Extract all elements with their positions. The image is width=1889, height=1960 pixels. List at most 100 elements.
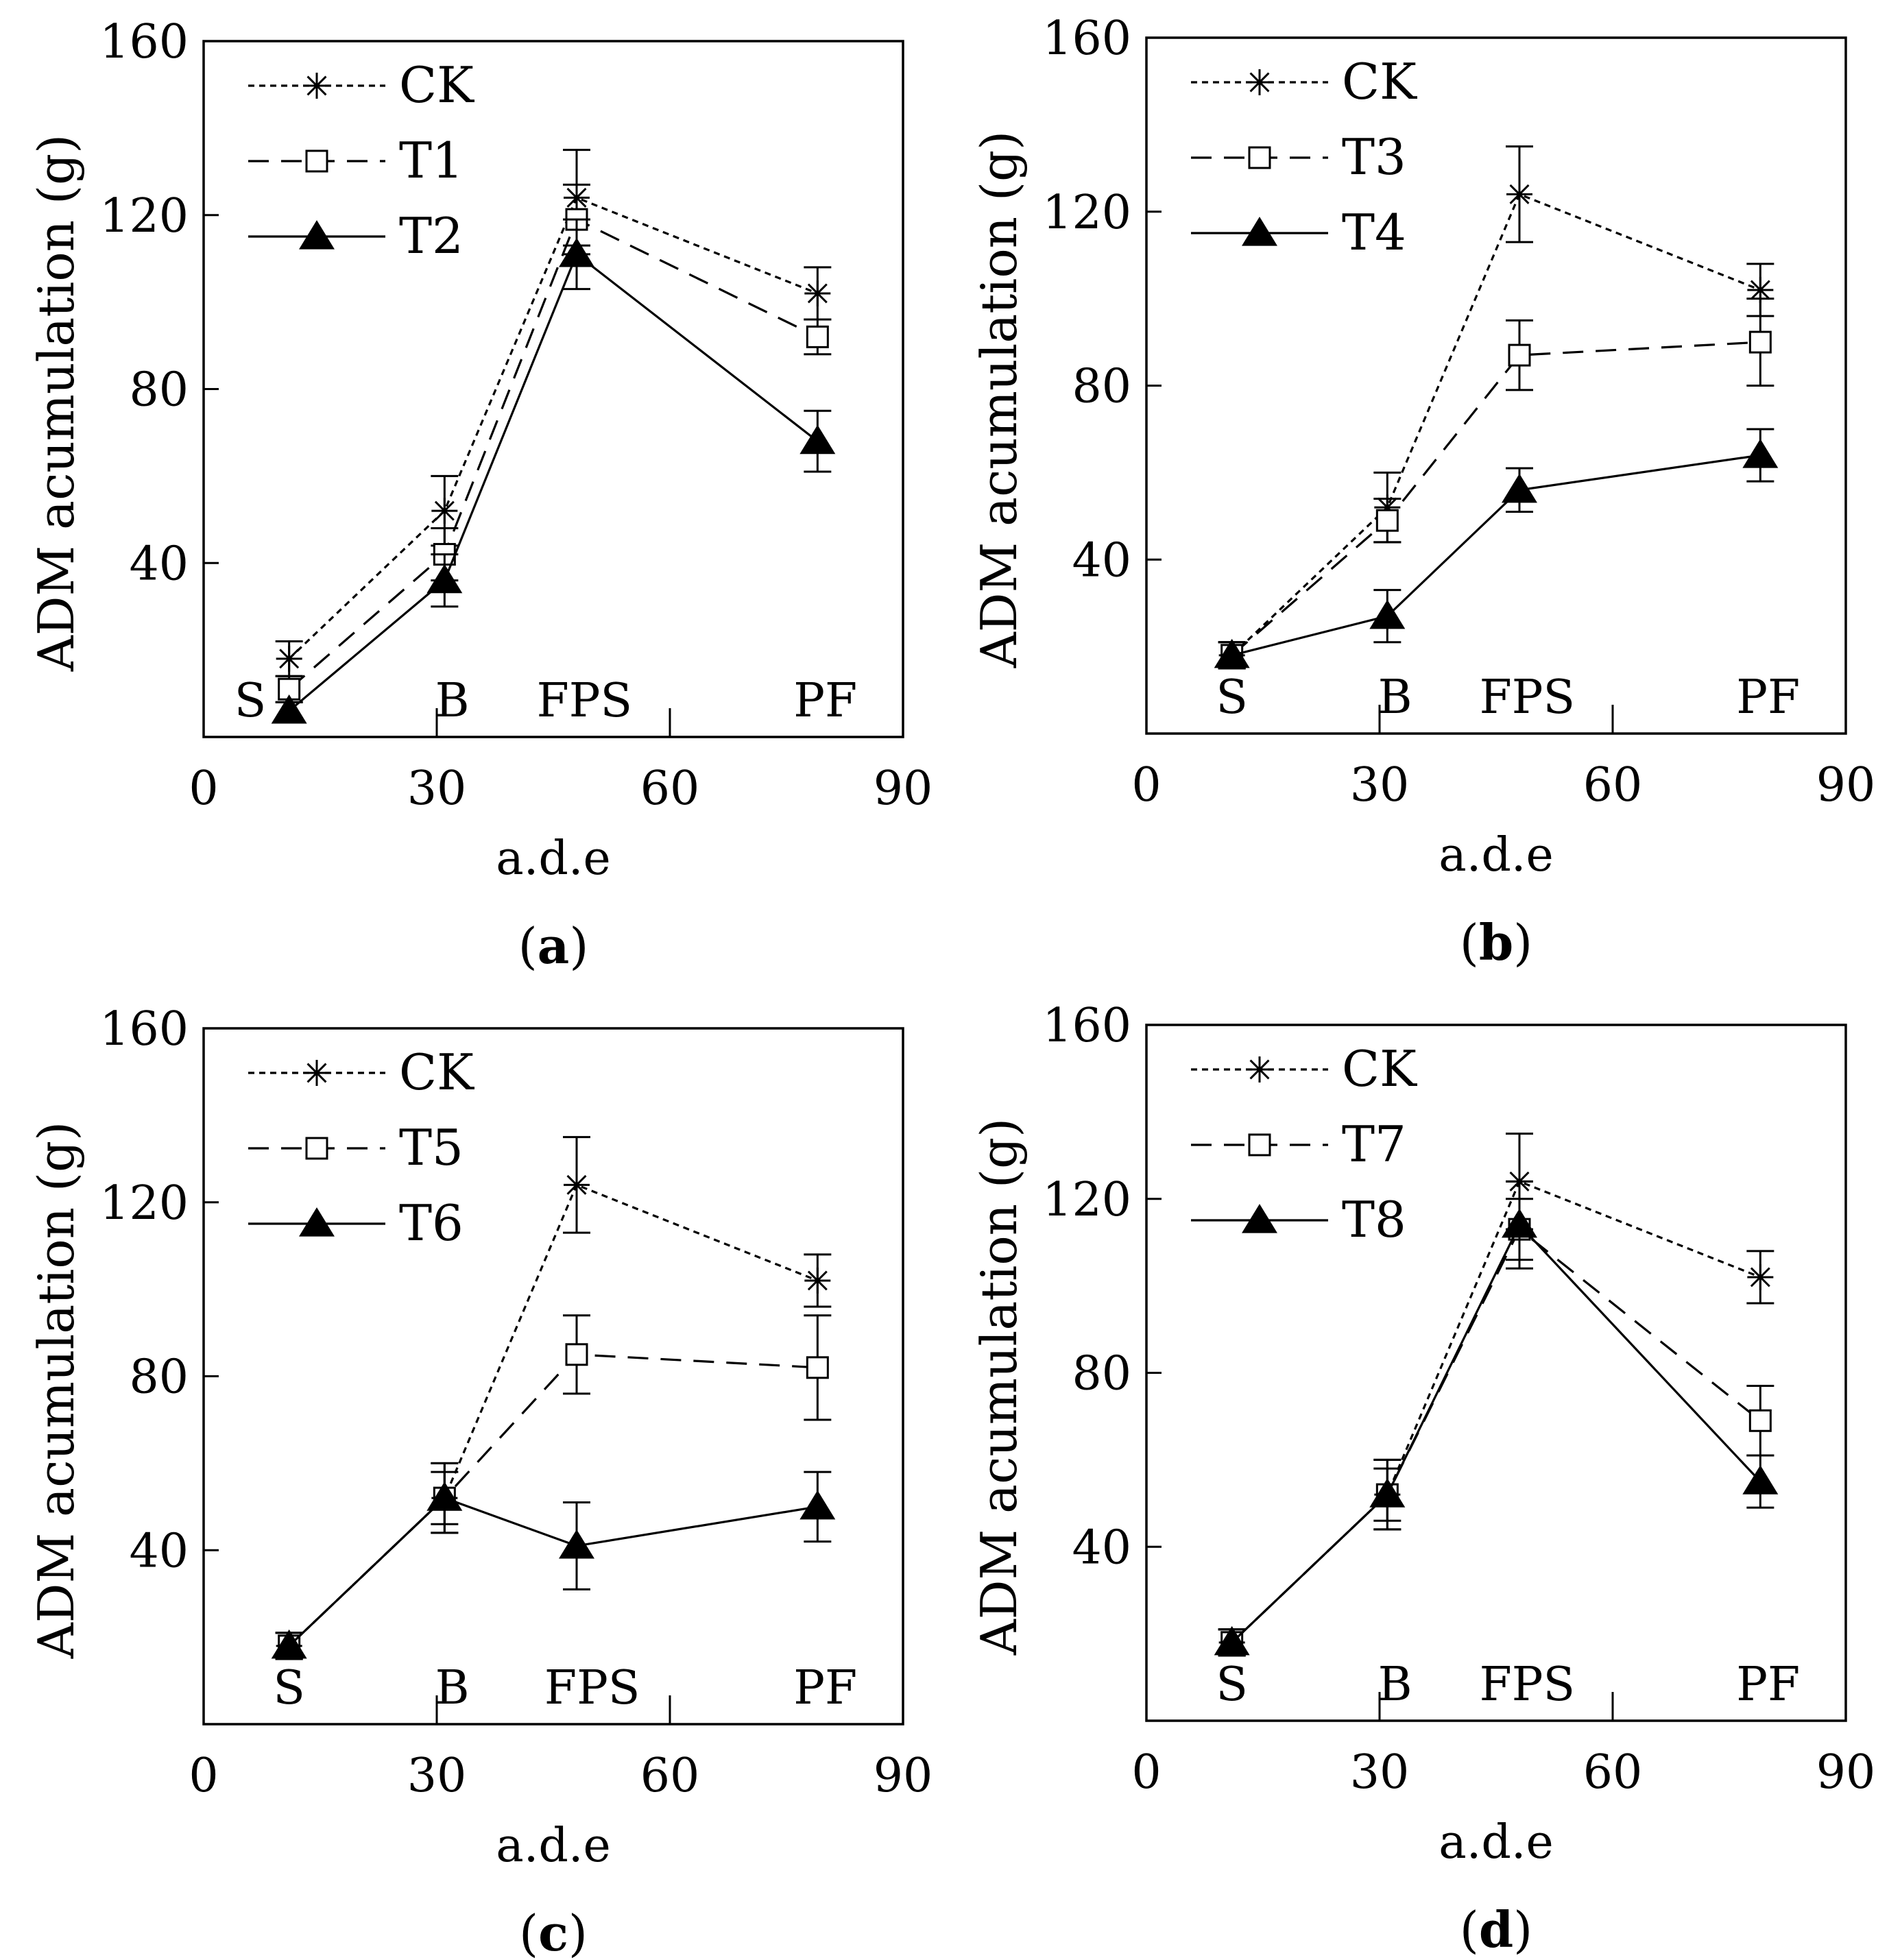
stage-label: B <box>1378 1658 1412 1712</box>
y-tick-label: 40 <box>129 1524 189 1578</box>
legend-label: T4 <box>1342 204 1406 261</box>
legend-entry-T5: T5 <box>248 1119 464 1176</box>
legend-label: CK <box>1342 53 1417 110</box>
series-T5 <box>275 1314 832 1660</box>
series-T1 <box>275 183 832 703</box>
legend-marker <box>299 1207 335 1237</box>
plot-frame <box>1145 1024 1847 1722</box>
stage-label: B <box>1378 670 1412 725</box>
y-axis-title: ADM acumulation (g) <box>27 1122 85 1659</box>
series-CK <box>275 149 832 677</box>
legend-entry-T4: T4 <box>1191 204 1406 261</box>
x-tick-label: 0 <box>1131 758 1161 812</box>
stage-label: PF <box>1736 670 1800 725</box>
series-CK <box>1218 145 1774 670</box>
legend-entry-T1: T1 <box>248 132 464 189</box>
series-line-T7 <box>1231 1227 1761 1643</box>
series-line-T4 <box>1231 454 1761 657</box>
x-tick-label: 90 <box>874 762 933 816</box>
plot-frame <box>202 40 904 738</box>
x-tick-label: 0 <box>189 1749 218 1803</box>
data-point <box>271 1629 307 1659</box>
data-point <box>804 1267 831 1294</box>
stage-label: FPS <box>537 674 633 728</box>
legend-entry-CK: CK <box>248 56 474 114</box>
panel-caption: (b) <box>1460 913 1533 971</box>
data-point <box>806 1356 829 1379</box>
y-axis-title: ADM acumulation (g) <box>27 134 85 672</box>
y-tick-label: 80 <box>129 363 189 418</box>
y-tick-label: 160 <box>99 15 189 69</box>
data-point <box>1508 343 1531 367</box>
legend-marker <box>1242 1204 1277 1233</box>
series-T6 <box>271 1462 836 1660</box>
data-point <box>1506 181 1532 208</box>
data-point <box>1748 330 1772 354</box>
legend-label: T5 <box>399 1119 464 1176</box>
data-point <box>426 564 463 594</box>
legend-entry-T6: T6 <box>248 1194 464 1252</box>
legend-marker <box>1242 217 1277 246</box>
data-point <box>806 325 829 348</box>
stage-label: S <box>273 1661 305 1715</box>
data-point <box>565 1343 588 1366</box>
x-tick-label: 90 <box>1816 1745 1876 1800</box>
data-point <box>1369 1478 1406 1508</box>
x-tick-label: 0 <box>1131 1745 1161 1800</box>
stage-label: S <box>1216 670 1248 725</box>
data-point <box>271 694 307 724</box>
panel-b: 40 80 120 160 0 30 60 90 S B FPS PF a.d.e ADM acumula… <box>970 12 1875 971</box>
panel-c: 40 80 120 160 0 30 60 90 S B FPS PF a.d.e ADM acumula… <box>27 1002 933 1960</box>
data-point <box>276 645 302 672</box>
data-point <box>1742 439 1779 468</box>
y-tick-label: 160 <box>99 1002 189 1056</box>
x-tick-label: 30 <box>407 1749 467 1803</box>
y-tick-label: 120 <box>1042 1173 1131 1227</box>
legend-label: T8 <box>1342 1191 1406 1248</box>
x-tick-label: 60 <box>640 762 700 816</box>
y-tick-label: 40 <box>1072 1521 1131 1575</box>
legend-entry-CK: CK <box>1191 1040 1417 1098</box>
legend-marker <box>304 1060 330 1086</box>
data-point <box>1502 473 1537 503</box>
y-tick-label: 80 <box>1072 360 1131 414</box>
data-point <box>426 1481 463 1511</box>
data-point <box>1214 1625 1250 1656</box>
y-tick-label: 120 <box>99 1176 189 1231</box>
x-axis-title: a.d.e <box>1439 1815 1554 1870</box>
stage-label: PF <box>793 1661 857 1715</box>
stage-label: B <box>435 674 470 728</box>
stage-label: FPS <box>544 1661 640 1715</box>
x-tick-label: 0 <box>189 762 218 816</box>
legend-entry-T2: T2 <box>248 207 464 265</box>
x-tick-label: 60 <box>1583 1745 1643 1800</box>
y-axis-title: ADM acumulation (g) <box>970 1118 1028 1656</box>
series-T8 <box>1214 1180 1779 1657</box>
x-tick-label: 30 <box>407 762 467 816</box>
series-T2 <box>271 218 836 724</box>
legend-label: T7 <box>1342 1115 1406 1173</box>
y-axis-title: ADM acumulation (g) <box>970 131 1028 668</box>
data-point <box>1742 1465 1779 1495</box>
data-point <box>1369 599 1406 629</box>
legend-marker <box>1248 146 1271 169</box>
panel-caption: (a) <box>518 917 589 975</box>
stage-label: S <box>234 674 267 728</box>
data-point <box>1747 1263 1774 1290</box>
y-tick-label: 120 <box>99 189 189 243</box>
legend-entry-T7: T7 <box>1191 1115 1406 1173</box>
x-axis-title: a.d.e <box>496 1819 611 1873</box>
series-line-CK <box>1231 1180 1761 1643</box>
data-point <box>1214 638 1250 668</box>
y-tick-label: 80 <box>1072 1347 1131 1401</box>
stage-label: FPS <box>1480 1658 1576 1712</box>
legend-label: T1 <box>399 132 464 189</box>
data-point <box>1502 1208 1537 1238</box>
series-line-T8 <box>1231 1223 1761 1643</box>
series-line-T1 <box>288 217 819 690</box>
legend-entry-T8: T8 <box>1191 1191 1406 1248</box>
series-T3 <box>1218 298 1774 670</box>
plot-frame <box>202 1027 904 1726</box>
series-line-CK <box>1231 193 1761 656</box>
legend-marker <box>305 149 328 173</box>
